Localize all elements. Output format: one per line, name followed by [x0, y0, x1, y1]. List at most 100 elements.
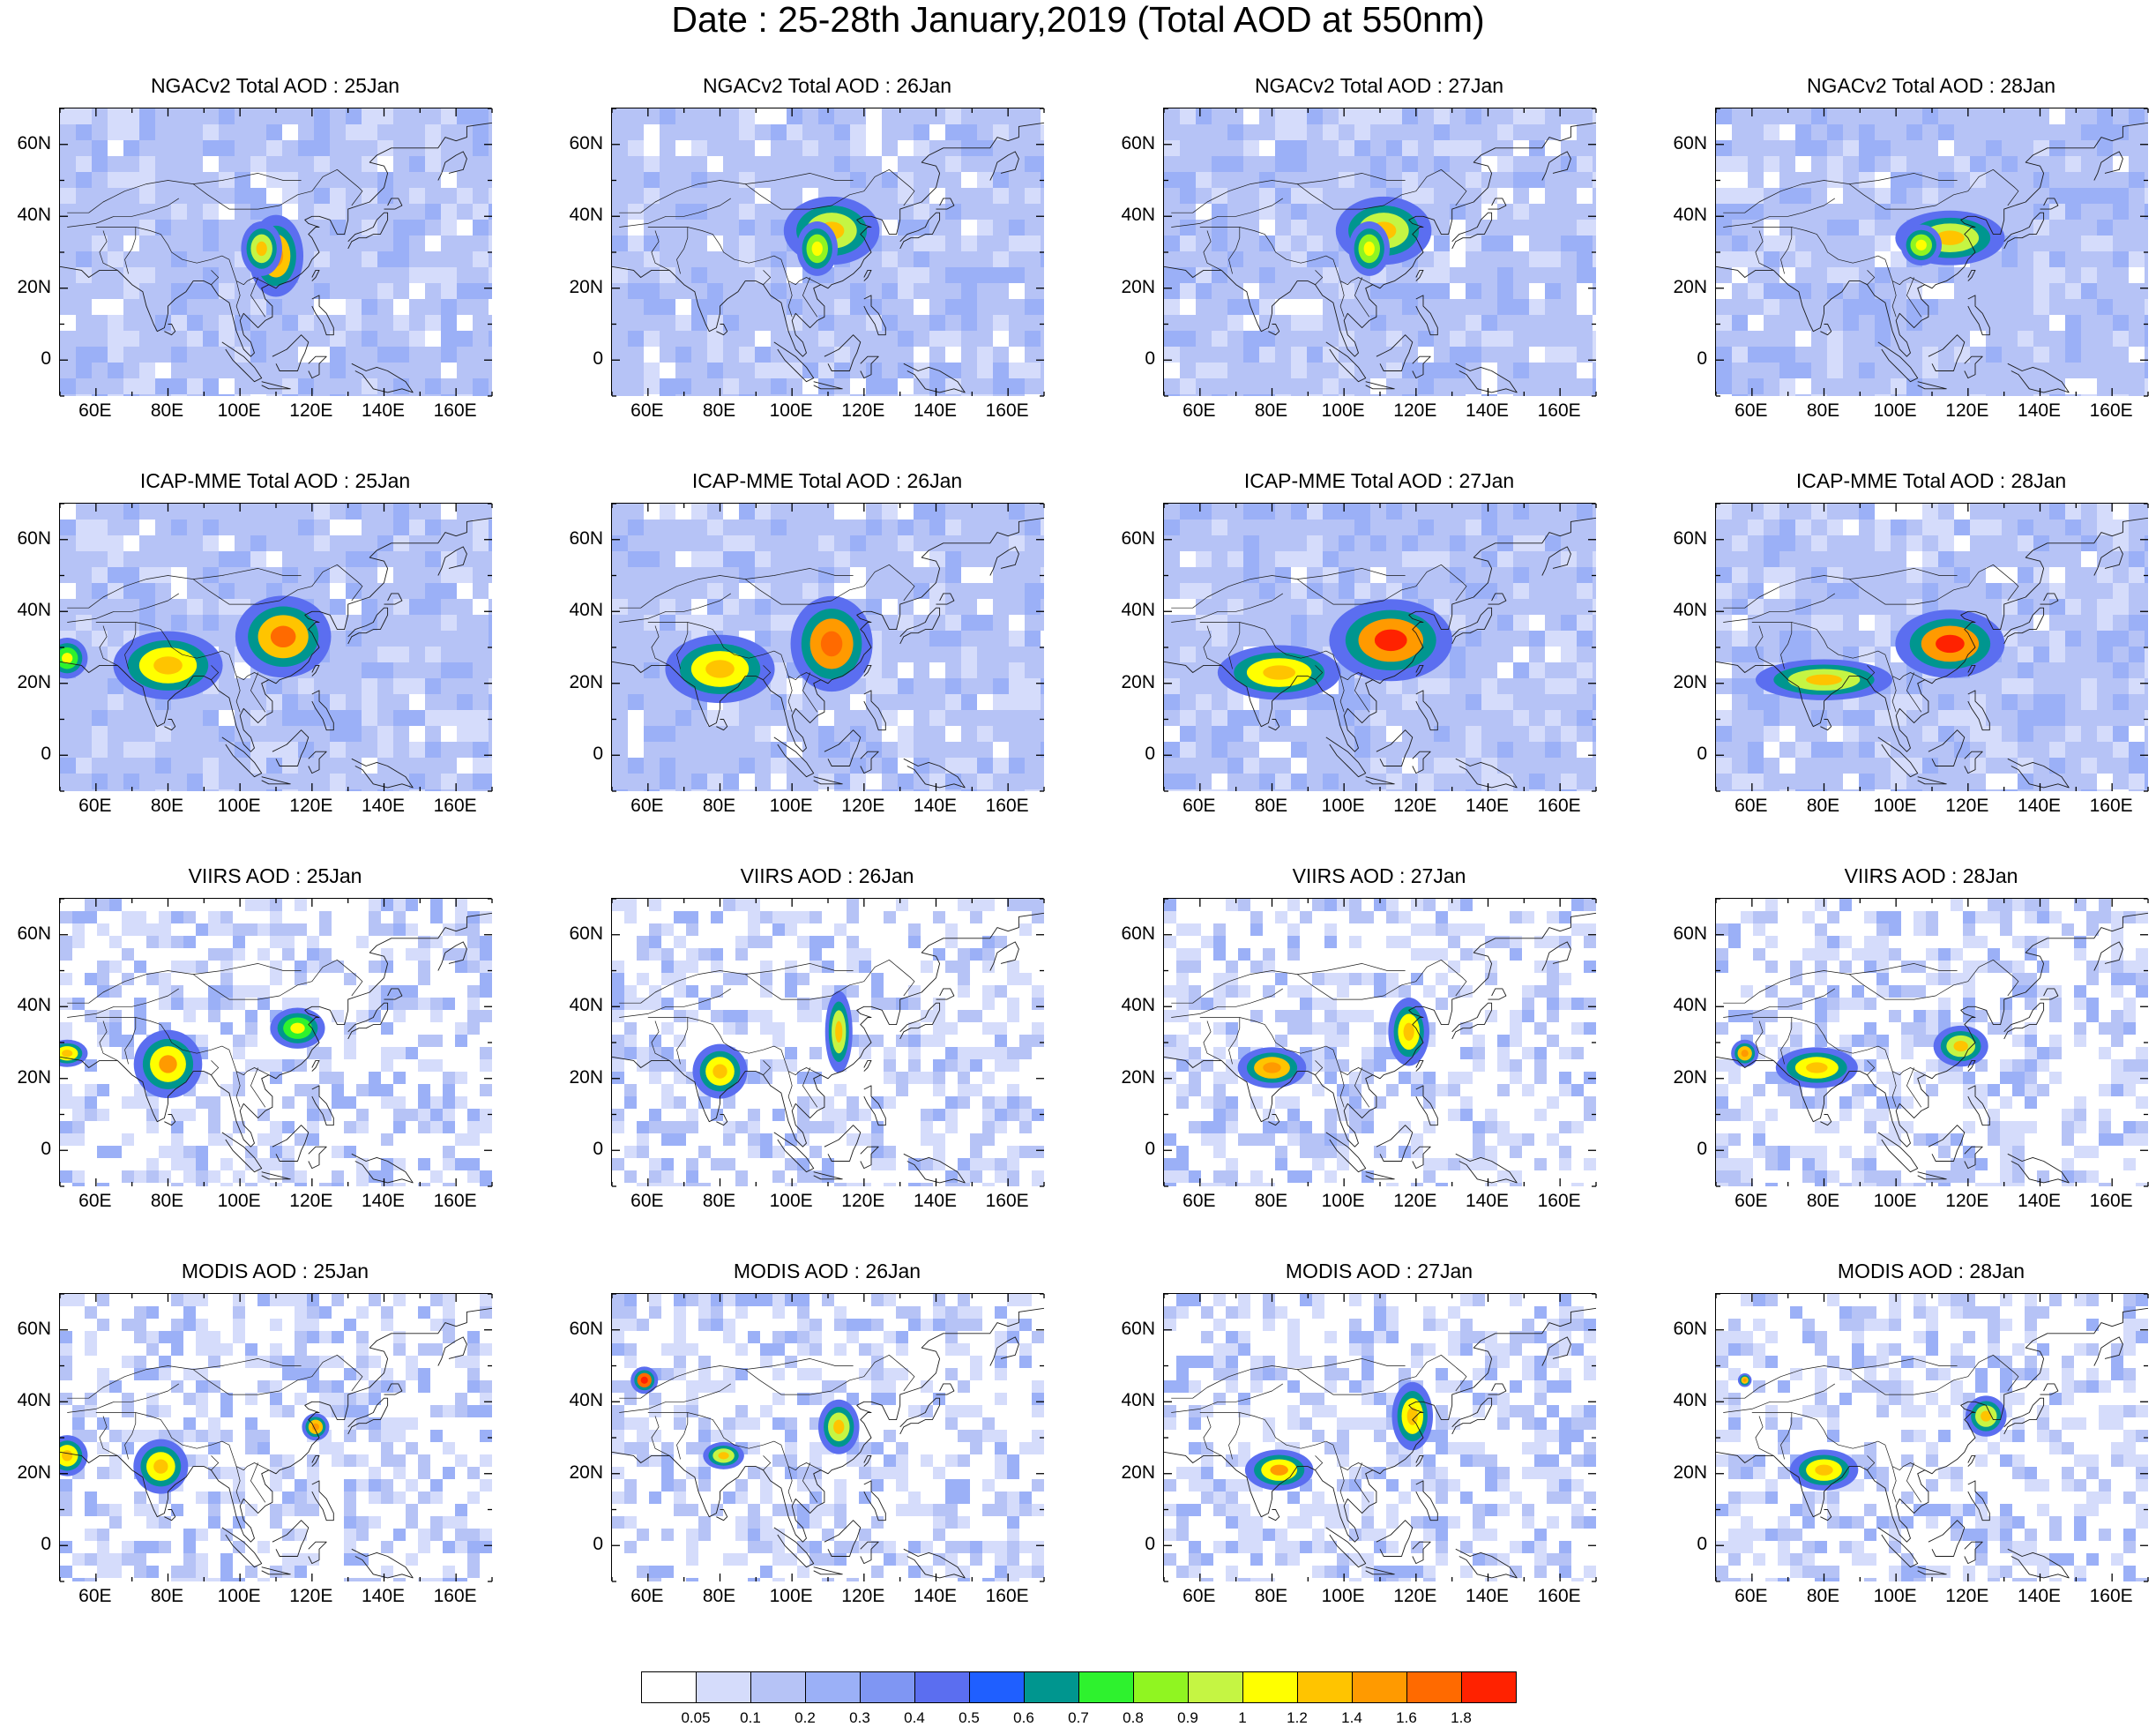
aod-cell: [847, 1096, 859, 1109]
aod-cell: [1374, 1541, 1386, 1553]
aod-cell: [787, 742, 802, 758]
aod-cell: [1732, 267, 1748, 283]
aod-cell: [295, 1343, 307, 1356]
aod-cell: [1019, 1541, 1032, 1553]
aod-cell: [1238, 1516, 1250, 1529]
aod-cell: [882, 710, 898, 726]
aod-cell: [282, 124, 298, 140]
aod-cell: [1450, 283, 1466, 299]
aod-cell: [637, 998, 649, 1010]
aod-cell: [982, 1541, 995, 1553]
aod-cell: [711, 1158, 723, 1170]
aod-cell: [748, 1578, 760, 1581]
aod-cell: [2062, 1158, 2074, 1170]
aod-cell: [1386, 1331, 1399, 1343]
aod-cell: [1815, 1146, 1827, 1158]
aod-cell: [266, 789, 282, 791]
aod-cell: [871, 1566, 884, 1578]
aod-cell: [134, 1331, 146, 1343]
aod-cell: [1741, 911, 1753, 923]
aod-cell: [1545, 535, 1561, 551]
aod-cell: [871, 1442, 884, 1454]
aod-cell: [2145, 394, 2148, 396]
aod-cell: [884, 1096, 896, 1109]
aod-cell: [2002, 678, 2018, 694]
aod-cell: [2136, 973, 2148, 985]
aod-cell: [282, 1146, 295, 1158]
aod-cell: [369, 1393, 381, 1405]
country-border: [250, 277, 266, 318]
aod-cell: [1802, 911, 1815, 923]
aod-cell: [235, 315, 250, 331]
aod-cell: [1349, 1121, 1361, 1133]
map-panel: MODIS AOD : 26Jan 60E 80E 100E 120E 140E 160E 0…: [552, 1260, 1102, 1648]
aod-cell: [1891, 789, 1906, 791]
aod-cell: [208, 1417, 220, 1430]
aod-cell: [183, 1578, 196, 1581]
aod-cell: [1189, 1059, 1201, 1072]
aod-cell: [203, 124, 219, 140]
y-tick-label: 40N: [17, 205, 51, 226]
aod-cell: [480, 936, 492, 948]
aod-cell: [995, 1170, 1007, 1183]
aod-cell: [467, 1380, 480, 1393]
aod-cell: [760, 1146, 772, 1158]
aod-cell: [1748, 583, 1764, 599]
aod-cell: [425, 789, 441, 791]
aod-cell: [1402, 299, 1418, 315]
aod-cell: [1728, 923, 1741, 936]
aod-cell: [1019, 1356, 1032, 1368]
aod-cell: [612, 899, 624, 911]
aod-heatmap: [1163, 108, 1597, 397]
aod-cell: [1339, 363, 1354, 378]
aod-cell: [882, 726, 898, 742]
aod-cell: [995, 1331, 1007, 1343]
aod-cell: [2145, 204, 2148, 220]
aod-cell: [381, 1430, 393, 1442]
aod-cell: [723, 899, 735, 911]
aod-cell: [1374, 1566, 1386, 1578]
aod-cell: [1732, 535, 1748, 551]
aod-cell: [921, 1454, 933, 1467]
aod-cell: [1852, 1035, 1864, 1047]
aod-cell: [270, 1566, 282, 1578]
aod-cell: [2012, 899, 2025, 911]
aod-cell: [1423, 1578, 1436, 1581]
aod-cell: [443, 1331, 455, 1343]
aod-cell: [381, 1096, 393, 1109]
aod-cell: [134, 1541, 146, 1553]
aod-cell: [1473, 1331, 1485, 1343]
aod-cell: [1243, 331, 1259, 347]
aod-cell: [1287, 1405, 1300, 1417]
aod-cell: [1778, 1084, 1790, 1096]
aod-cell: [60, 504, 76, 520]
aod-cell: [982, 1072, 995, 1084]
aod-cell: [250, 758, 266, 774]
country-border: [211, 270, 220, 285]
aod-cell: [208, 1467, 220, 1479]
map-panel: ICAP-MME Total AOD : 26Jan 60E 80E 100E 120E…: [552, 469, 1102, 857]
aod-cell: [1201, 1356, 1213, 1368]
aod-cell: [850, 726, 866, 742]
aod-cell: [480, 1454, 492, 1467]
country-border: [802, 1462, 818, 1503]
aod-cell: [674, 1356, 686, 1368]
aod-cell: [637, 1183, 649, 1186]
aod-cell: [1025, 299, 1041, 315]
aod-cell: [346, 599, 362, 615]
aod-hotspot: [1263, 665, 1296, 680]
aod-cell: [1466, 236, 1481, 251]
aod-cell: [1716, 726, 1732, 742]
aod-cell: [1243, 726, 1259, 742]
country-border: [67, 959, 363, 1004]
aod-cell: [1497, 331, 1513, 347]
aod-cell: [72, 1109, 85, 1121]
country-border: [802, 277, 818, 318]
aod-cell: [914, 347, 929, 363]
aod-cell: [393, 347, 409, 363]
aod-cell: [1732, 172, 1748, 188]
aod-cell: [723, 1380, 735, 1393]
aod-cell: [1938, 1146, 1951, 1158]
coastline: [261, 381, 291, 390]
aod-cell: [307, 1121, 319, 1133]
